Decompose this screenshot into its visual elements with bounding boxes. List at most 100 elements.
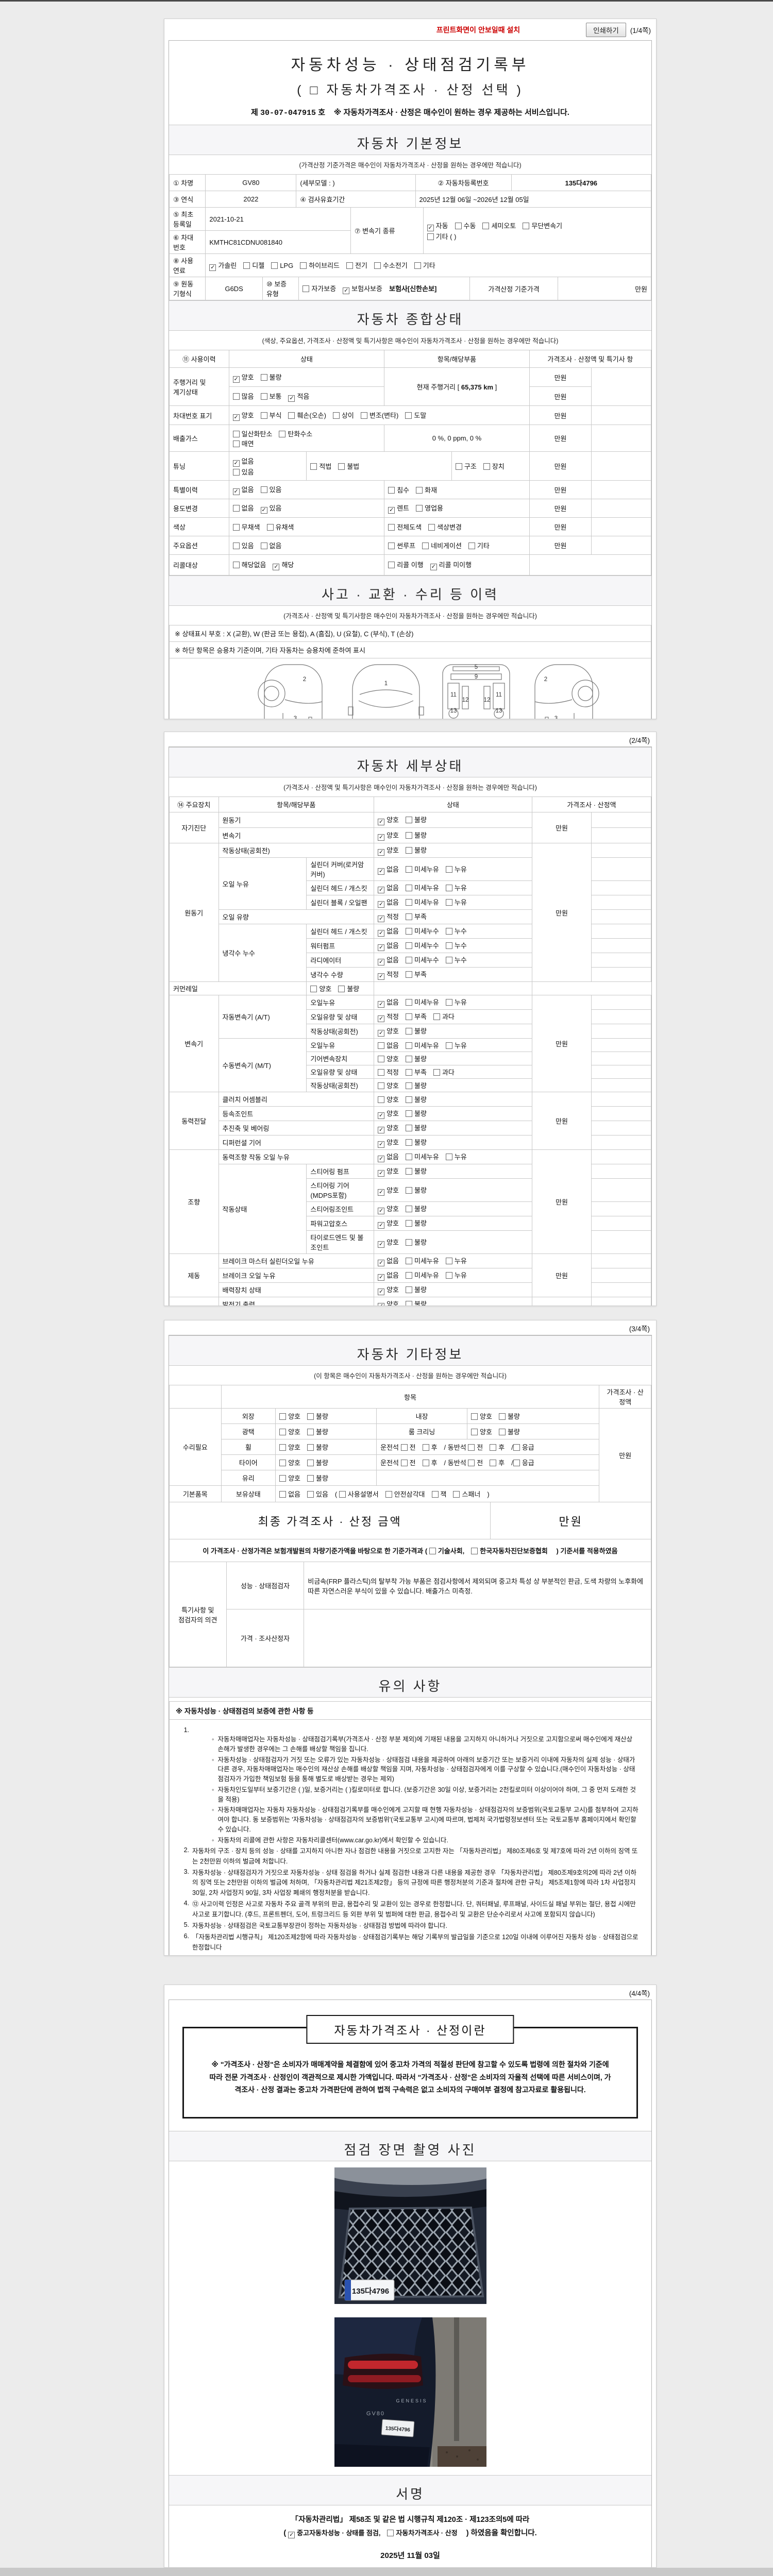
checkbox[interactable]	[279, 1475, 287, 1482]
checkbox[interactable]	[445, 999, 452, 1006]
checkbox[interactable]	[431, 1491, 439, 1498]
checkbox[interactable]	[378, 1222, 385, 1229]
checkbox[interactable]	[523, 222, 530, 229]
checkbox[interactable]	[232, 524, 240, 531]
checkbox[interactable]	[445, 1258, 452, 1264]
checkbox[interactable]	[288, 2531, 295, 2538]
checkbox[interactable]	[279, 1413, 287, 1420]
checkbox[interactable]	[232, 460, 240, 467]
checkbox[interactable]	[482, 222, 490, 229]
checkbox[interactable]	[374, 262, 381, 269]
checkbox[interactable]	[388, 543, 395, 549]
checkbox[interactable]	[300, 262, 307, 269]
checkbox[interactable]	[209, 264, 216, 271]
checkbox[interactable]	[406, 971, 413, 978]
checkbox[interactable]	[406, 1286, 413, 1293]
checkbox[interactable]	[406, 866, 413, 873]
checkbox[interactable]	[468, 1444, 475, 1451]
checkbox[interactable]	[471, 1429, 478, 1435]
checkbox[interactable]	[445, 957, 452, 963]
checkbox[interactable]	[406, 1272, 413, 1279]
checkbox[interactable]	[378, 1015, 385, 1022]
checkbox[interactable]	[406, 1258, 413, 1264]
checkbox[interactable]	[378, 887, 385, 893]
checkbox[interactable]	[271, 262, 278, 269]
checkbox[interactable]	[260, 486, 267, 493]
checkbox[interactable]	[406, 942, 413, 949]
checkbox[interactable]	[378, 901, 385, 908]
checkbox[interactable]	[406, 1042, 413, 1049]
checkbox[interactable]	[232, 562, 240, 568]
checkbox[interactable]	[307, 1475, 314, 1482]
checkbox[interactable]	[406, 1110, 413, 1117]
checkbox[interactable]	[513, 1444, 520, 1451]
checkbox[interactable]	[406, 1013, 413, 1020]
checkbox[interactable]	[260, 393, 267, 400]
checkbox[interactable]	[406, 1082, 413, 1089]
checkbox[interactable]	[385, 1491, 392, 1498]
checkbox[interactable]	[232, 543, 240, 549]
checkbox[interactable]	[232, 376, 240, 383]
checkbox[interactable]	[427, 233, 434, 240]
checkbox[interactable]	[378, 1127, 385, 1133]
checkbox[interactable]	[400, 1444, 408, 1451]
checkbox[interactable]	[406, 1056, 413, 1062]
checkbox[interactable]	[388, 524, 395, 531]
checkbox[interactable]	[378, 1001, 385, 1008]
checkbox[interactable]	[406, 832, 413, 839]
checkbox[interactable]	[406, 1154, 413, 1160]
checkbox[interactable]	[406, 1139, 413, 1146]
checkbox[interactable]	[232, 468, 240, 476]
checkbox[interactable]	[307, 1429, 314, 1435]
print-button[interactable]: 인쇄하기	[586, 23, 626, 37]
checkbox[interactable]	[260, 543, 267, 549]
checkbox[interactable]	[378, 1189, 385, 1196]
checkbox[interactable]	[498, 1429, 506, 1435]
checkbox[interactable]	[406, 817, 413, 823]
checkbox[interactable]	[307, 1413, 314, 1420]
checkbox[interactable]	[445, 1154, 452, 1160]
checkbox[interactable]	[416, 487, 423, 494]
checkbox[interactable]	[378, 1056, 385, 1062]
checkbox[interactable]	[378, 1042, 385, 1049]
checkbox[interactable]	[260, 507, 267, 514]
checkbox[interactable]	[388, 562, 395, 568]
checkbox[interactable]	[387, 2529, 394, 2536]
checkbox[interactable]	[378, 868, 385, 875]
checkbox[interactable]	[406, 1069, 413, 1076]
checkbox[interactable]	[430, 564, 437, 570]
checkbox[interactable]	[433, 1069, 440, 1076]
checkbox[interactable]	[266, 524, 274, 531]
checkbox[interactable]	[332, 412, 340, 419]
checkbox[interactable]	[406, 899, 413, 906]
checkbox[interactable]	[260, 412, 267, 419]
checkbox[interactable]	[378, 1274, 385, 1281]
checkbox[interactable]	[416, 505, 423, 512]
checkbox[interactable]	[378, 916, 385, 922]
checkbox[interactable]	[445, 899, 452, 906]
checkbox[interactable]	[378, 1170, 385, 1177]
checkbox[interactable]	[388, 487, 395, 494]
checkbox[interactable]	[406, 913, 413, 920]
checkbox[interactable]	[279, 1444, 287, 1451]
checkbox[interactable]	[378, 1260, 385, 1266]
checkbox[interactable]	[378, 1082, 385, 1089]
checkbox[interactable]	[429, 1548, 436, 1554]
checkbox[interactable]	[406, 1187, 413, 1194]
checkbox[interactable]	[445, 942, 452, 949]
checkbox[interactable]	[232, 430, 240, 437]
checkbox[interactable]	[310, 986, 317, 992]
checkbox[interactable]	[513, 1460, 520, 1466]
checkbox[interactable]	[406, 999, 413, 1006]
checkbox[interactable]	[406, 1125, 413, 1131]
checkbox[interactable]	[232, 440, 240, 447]
checkbox[interactable]	[273, 564, 280, 570]
checkbox[interactable]	[406, 1168, 413, 1175]
checkbox[interactable]	[378, 959, 385, 965]
photo-rear-view[interactable]: GENESIS GV80 135다4796	[334, 2317, 486, 2467]
checkbox[interactable]	[378, 1241, 385, 1248]
checkbox[interactable]	[378, 1208, 385, 1214]
checkbox[interactable]	[378, 834, 385, 841]
checkbox[interactable]	[279, 1491, 287, 1498]
checkbox[interactable]	[406, 1301, 413, 1306]
